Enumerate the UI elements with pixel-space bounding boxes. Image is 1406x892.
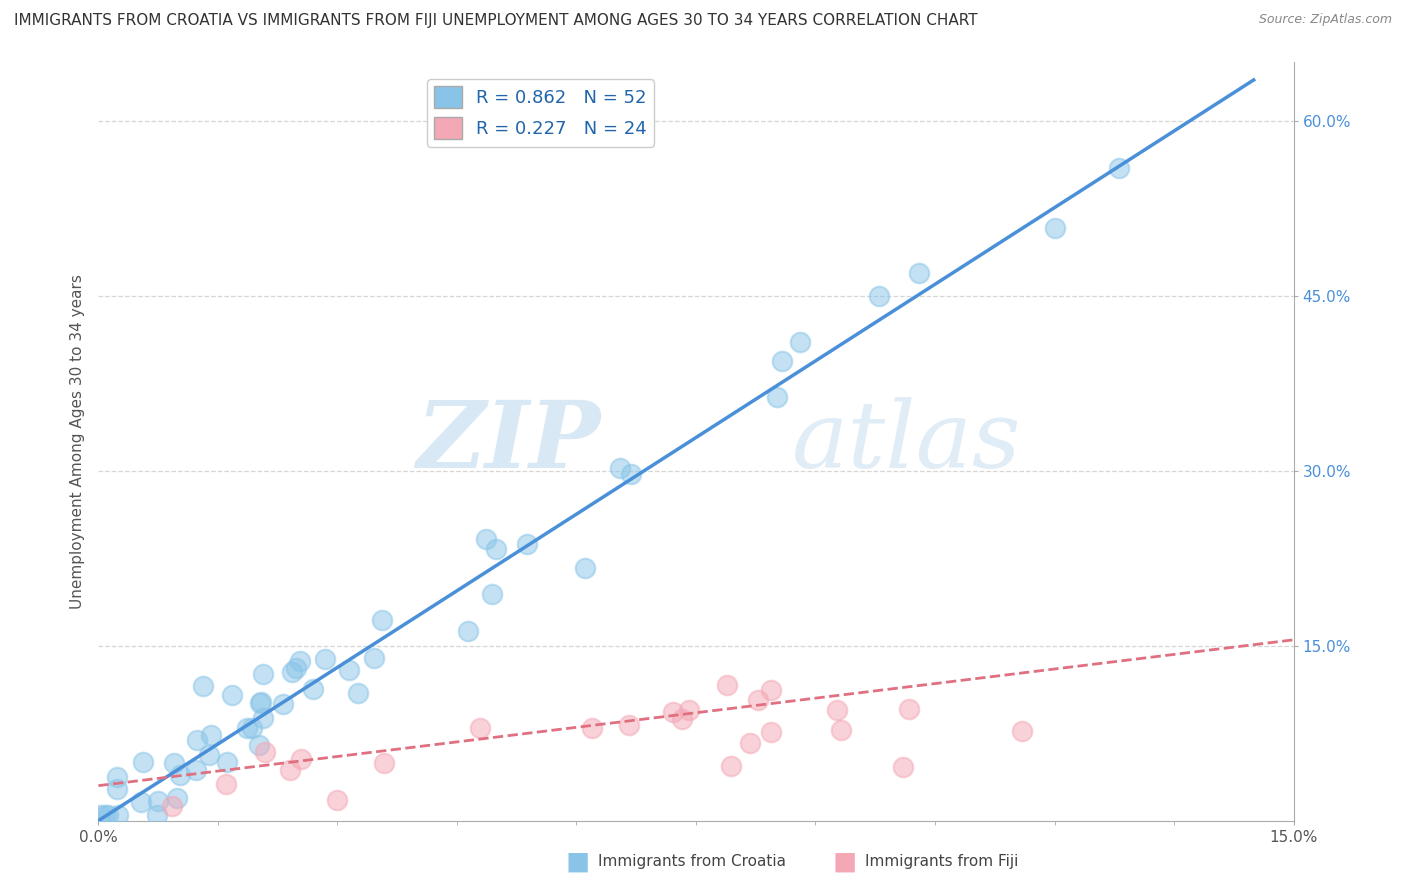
Point: [184, 764, 207, 778]
Point: [145, 807, 167, 822]
Point: [770, 353, 793, 368]
Point: [662, 705, 685, 719]
Point: [215, 755, 238, 769]
Point: [273, 697, 295, 711]
Point: [1011, 723, 1033, 738]
Text: ▪: ▪: [831, 843, 858, 880]
Point: [162, 756, 184, 771]
Point: [516, 537, 538, 551]
Point: [766, 390, 789, 404]
Point: [759, 682, 782, 697]
Point: [215, 777, 238, 791]
Point: [581, 721, 603, 735]
Point: [107, 807, 129, 822]
Text: Immigrants from Fiji: Immigrants from Fiji: [865, 855, 1018, 869]
Text: ZIP: ZIP: [416, 397, 600, 486]
Point: [252, 666, 274, 681]
Point: [678, 703, 700, 717]
Point: [830, 723, 852, 738]
Point: [160, 799, 183, 814]
Text: ▪: ▪: [564, 843, 591, 880]
Point: [314, 652, 336, 666]
Point: [346, 686, 368, 700]
Point: [247, 738, 270, 752]
Text: atlas: atlas: [792, 397, 1021, 486]
Point: [290, 752, 312, 766]
Point: [457, 624, 479, 638]
Point: [470, 721, 492, 735]
Point: [371, 613, 394, 627]
Point: [253, 745, 276, 759]
Text: IMMIGRANTS FROM CROATIA VS IMMIGRANTS FROM FIJI UNEMPLOYMENT AMONG AGES 30 TO 34: IMMIGRANTS FROM CROATIA VS IMMIGRANTS FR…: [14, 13, 977, 29]
Point: [481, 586, 503, 600]
Point: [373, 756, 395, 770]
Point: [105, 770, 128, 784]
Point: [337, 664, 360, 678]
Point: [740, 736, 762, 750]
Point: [716, 678, 738, 692]
Point: [278, 763, 301, 777]
Point: [759, 725, 782, 739]
Point: [236, 721, 259, 735]
Point: [240, 722, 263, 736]
Point: [129, 795, 152, 809]
Point: [281, 665, 304, 679]
Point: [97, 807, 120, 822]
Point: [574, 561, 596, 575]
Text: Source: ZipAtlas.com: Source: ZipAtlas.com: [1258, 13, 1392, 27]
Point: [105, 782, 128, 797]
Point: [620, 467, 643, 481]
Point: [475, 532, 498, 546]
Point: [221, 688, 243, 702]
Point: [1045, 220, 1067, 235]
Point: [301, 682, 323, 697]
Point: [609, 461, 631, 475]
Point: [89, 807, 111, 822]
Y-axis label: Unemployment Among Ages 30 to 34 years: Unemployment Among Ages 30 to 34 years: [69, 274, 84, 609]
Point: [747, 692, 769, 706]
Point: [252, 710, 274, 724]
Point: [93, 807, 115, 822]
Point: [898, 702, 921, 716]
Point: [169, 768, 191, 782]
Point: [825, 703, 848, 717]
Point: [868, 289, 890, 303]
Point: [789, 335, 811, 350]
Point: [198, 748, 221, 763]
Point: [671, 712, 693, 726]
Point: [891, 760, 914, 774]
Point: [617, 718, 640, 732]
Point: [186, 733, 208, 747]
Point: [191, 679, 214, 693]
Point: [325, 793, 347, 807]
Legend: R = 0.862   N = 52, R = 0.227   N = 24: R = 0.862 N = 52, R = 0.227 N = 24: [427, 79, 654, 146]
Point: [166, 790, 188, 805]
Point: [1108, 161, 1130, 176]
Point: [200, 728, 222, 742]
Point: [288, 654, 311, 668]
Point: [249, 696, 271, 710]
Point: [484, 542, 506, 557]
Point: [131, 755, 153, 769]
Point: [284, 661, 307, 675]
Point: [146, 795, 169, 809]
Point: [363, 650, 385, 665]
Point: [907, 266, 929, 280]
Point: [720, 759, 742, 773]
Point: [250, 694, 273, 708]
Text: Immigrants from Croatia: Immigrants from Croatia: [598, 855, 786, 869]
